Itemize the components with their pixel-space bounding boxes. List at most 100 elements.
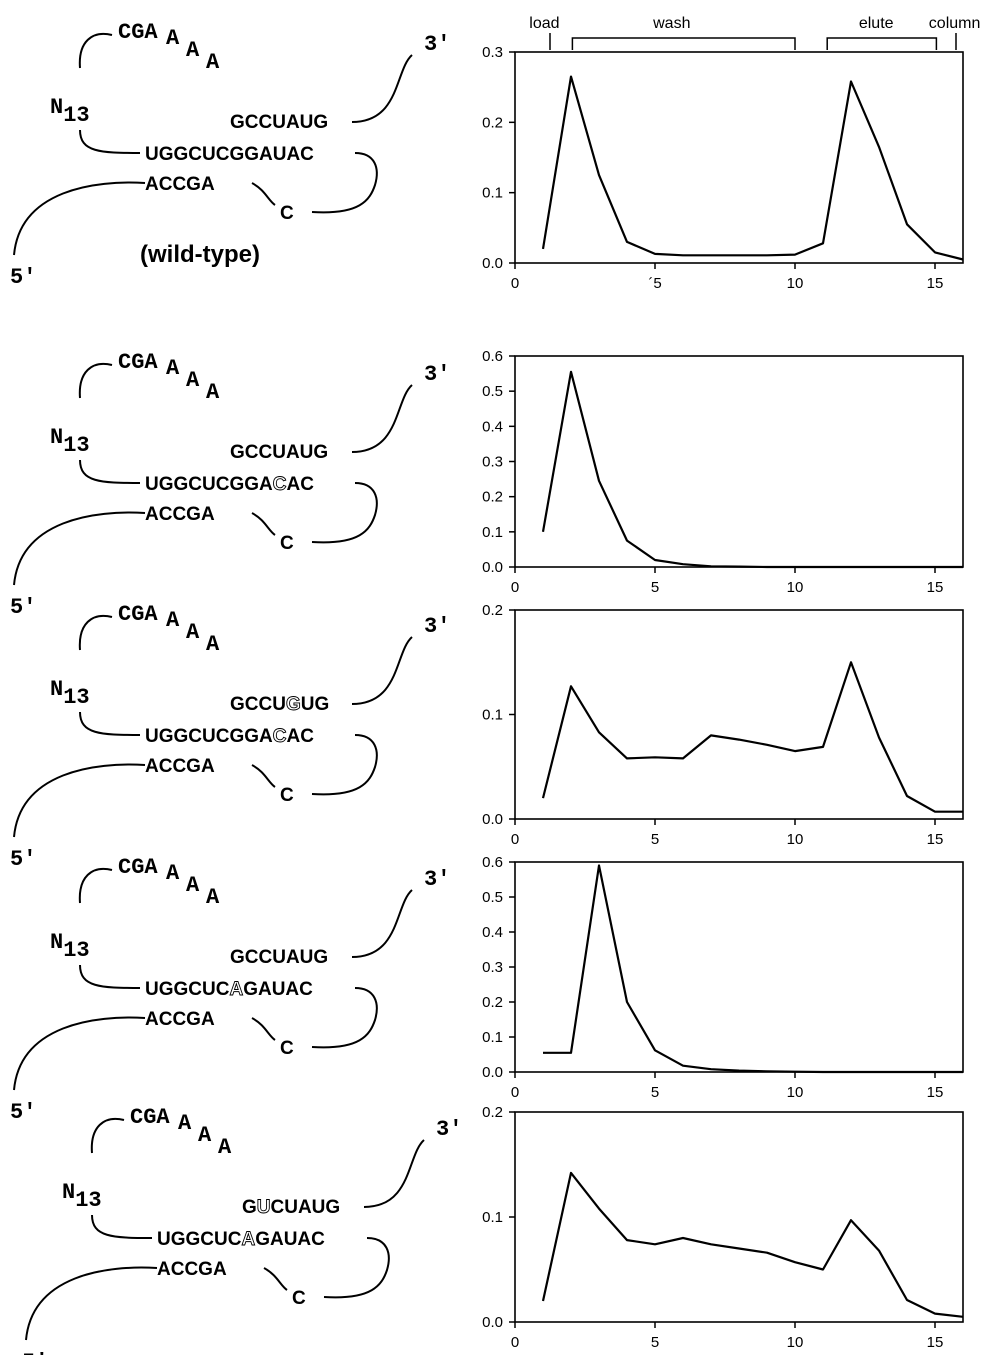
- seq-three-prime-arm: GCCUAUG: [230, 442, 328, 463]
- y-tick-label: 0.2: [482, 602, 503, 619]
- hairpin-loop-strand: [311, 152, 378, 214]
- seq-loop-top: CGA: [118, 20, 158, 45]
- elute-bracket: [826, 37, 938, 50]
- seq-loop-a: A: [218, 1135, 232, 1160]
- seq-five-prime-arm: ACCGA: [145, 174, 215, 195]
- x-tick-label: 15: [927, 1084, 944, 1101]
- seq-segment: G: [242, 1197, 257, 1218]
- y-tick-label: 0.4: [482, 418, 503, 435]
- elution-chart: 0.0 0.1 0.2 0 5 10 15: [482, 602, 964, 848]
- x-tick-label: 5: [651, 1334, 659, 1351]
- three-prime-strand: [363, 1139, 425, 1208]
- five-prime-label: 5': [22, 1350, 48, 1355]
- seq-loop-a: A: [198, 1123, 212, 1148]
- n13-label: N13: [62, 1180, 102, 1213]
- y-tick-label: 0.6: [482, 854, 503, 871]
- seq-bulge-c: C: [292, 1288, 306, 1309]
- seq-bulge-c: C: [280, 1038, 294, 1059]
- five-prime-label: 5': [10, 1100, 36, 1125]
- elute-label: elute: [859, 15, 894, 32]
- c-link-strand: [263, 1267, 288, 1291]
- seq-loop-top: CGA: [118, 855, 158, 880]
- seq-stem: UGGCUCAGAUAC: [145, 979, 313, 1000]
- seq-five-prime-arm: ACCGA: [145, 1009, 215, 1030]
- elution-profile-line: [541, 75, 964, 261]
- seq-loop-a: A: [186, 38, 200, 63]
- column-label: column: [929, 15, 981, 32]
- mutated-base: A: [229, 979, 243, 1000]
- plot-frame: [514, 355, 964, 568]
- seq-loop-a: A: [186, 620, 200, 645]
- elution-chart: 0.0 0.1 0.2 0.3 0 ´5 10 15: [482, 44, 964, 292]
- seq-loop-a: A: [206, 380, 220, 405]
- x-tick-label: 10: [787, 1334, 804, 1351]
- n13-loop-strand: [78, 362, 141, 484]
- seq-loop-a: A: [166, 26, 180, 51]
- hairpin-loop-strand: [311, 987, 378, 1049]
- x-tick-label: 15: [927, 1334, 944, 1351]
- y-tick-label: 0.3: [482, 454, 503, 471]
- x-tick-label: 0: [511, 275, 519, 292]
- y-tick-label: 0.2: [482, 994, 503, 1011]
- seq-segment: GAUAC: [255, 1229, 325, 1250]
- seq-loop-a: A: [166, 608, 180, 633]
- n13-loop-strand: [78, 867, 141, 989]
- x-tick-label: 10: [787, 831, 804, 848]
- elution-profile-line: [541, 1171, 964, 1318]
- five-prime-label: 5': [10, 265, 36, 290]
- five-prime-strand: [13, 511, 146, 586]
- three-prime-label: 3': [424, 32, 450, 57]
- x-tick-label: 0: [511, 579, 519, 596]
- seq-three-prime-arm: GUCUAUG: [242, 1197, 340, 1218]
- c-link-strand: [251, 512, 276, 536]
- x-tick-label: 10: [787, 579, 804, 596]
- rna-structure: CGAAAAGUCUAUGUGGCUCAGAUACACCGACN135'3': [22, 1105, 462, 1355]
- three-prime-strand: [351, 54, 413, 123]
- rna-structures: CGA A A AGCCUAUGUGGCUCGGAUACACCGACN135'3'(w…: [10, 20, 462, 1355]
- c-link-strand: [251, 1017, 276, 1041]
- hairpin-loop-strand: [323, 1237, 390, 1299]
- y-tick-label: 0.3: [482, 959, 503, 976]
- y-tick-label: 0.0: [482, 255, 503, 272]
- wash-bracket: [571, 37, 796, 50]
- x-tick-label: 15: [927, 831, 944, 848]
- y-tick-label: 0.5: [482, 889, 503, 906]
- seq-three-prime-arm: GCCUAUG: [230, 947, 328, 968]
- y-tick-label: 0.2: [482, 1104, 503, 1121]
- mutated-base: C: [273, 474, 287, 495]
- y-tick-label: 0.0: [482, 1064, 503, 1081]
- seq-segment: GCCUAUG: [230, 442, 328, 463]
- seq-bulge-c: C: [280, 785, 294, 806]
- seq-loop-a: A: [178, 1111, 192, 1136]
- x-tick-label: 0: [511, 1334, 519, 1351]
- seq-segment: GCCUAUG: [230, 112, 328, 133]
- x-tick-label: 15: [927, 275, 944, 292]
- elution-profile-line: [541, 370, 963, 569]
- y-tick-label: 0.1: [482, 185, 503, 202]
- y-tick-label: 0.0: [482, 559, 503, 576]
- seq-loop-a: A: [186, 368, 200, 393]
- y-tick-label: 0.1: [482, 1209, 503, 1226]
- seq-segment: GAUAC: [243, 979, 313, 1000]
- y-tick-label: 0.0: [482, 1314, 503, 1331]
- elution-charts: 0.0 0.1 0.2 0.3 0 ´5 10 15 0.0 0.1 0.2 0.3 0.4 0.5 0.6…: [482, 44, 964, 1351]
- three-prime-strand: [351, 636, 413, 705]
- elution-profile-line: [543, 864, 963, 1074]
- seq-five-prime-arm: ACCGA: [157, 1259, 227, 1280]
- five-prime-label: 5': [10, 847, 36, 872]
- seq-loop-a: A: [206, 632, 220, 657]
- five-prime-label: 5': [10, 595, 36, 620]
- seq-loop-top: CGA: [130, 1105, 170, 1130]
- wash-label: wash: [652, 15, 690, 32]
- seq-loop-top: CGA: [118, 350, 158, 375]
- n13-label: N13: [50, 930, 90, 963]
- five-prime-strand: [13, 763, 146, 838]
- wild-type-label: (wild-type): [140, 241, 260, 268]
- seq-segment: CUAUG: [271, 1197, 341, 1218]
- seq-segment: UGGCUC: [145, 979, 230, 1000]
- y-tick-label: 0.1: [482, 1029, 503, 1046]
- seq-bulge-c: C: [280, 203, 294, 224]
